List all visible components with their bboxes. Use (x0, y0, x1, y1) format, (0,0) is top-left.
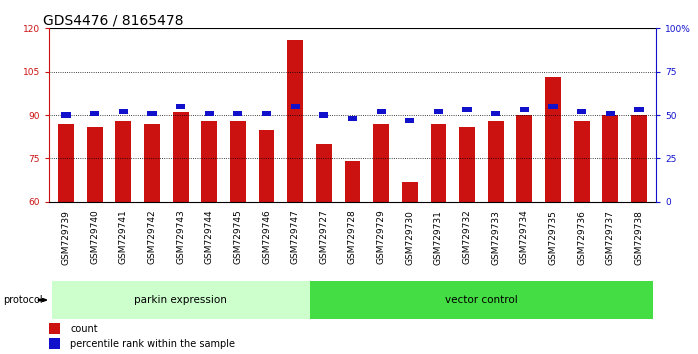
Bar (49, 324, 60, 334)
Bar (402, 182, 417, 202)
Bar (459, 127, 475, 202)
Bar (119, 109, 128, 114)
Bar (49, 338, 60, 349)
Text: GSM729746: GSM729746 (262, 210, 271, 264)
Bar (262, 111, 271, 116)
Bar (431, 124, 446, 202)
Text: GSM729747: GSM729747 (290, 210, 299, 264)
Text: GSM729731: GSM729731 (434, 210, 443, 264)
Text: GSM729730: GSM729730 (406, 210, 415, 264)
Bar (376, 109, 386, 114)
Bar (115, 121, 131, 202)
Text: GSM729739: GSM729739 (61, 210, 70, 264)
Text: vector control: vector control (445, 295, 518, 305)
Text: GSM729740: GSM729740 (90, 210, 99, 264)
Text: GSM729735: GSM729735 (549, 210, 558, 264)
Bar (606, 111, 615, 116)
Bar (90, 111, 99, 116)
Bar (602, 115, 618, 202)
Text: GSM729737: GSM729737 (606, 210, 615, 264)
Text: GSM729745: GSM729745 (233, 210, 242, 264)
Text: GSM729733: GSM729733 (491, 210, 500, 264)
Bar (172, 112, 188, 202)
Text: GSM729727: GSM729727 (320, 210, 328, 264)
Text: parkin expression: parkin expression (134, 295, 227, 305)
Text: GSM729741: GSM729741 (119, 210, 128, 264)
Bar (348, 116, 357, 121)
Bar (233, 111, 242, 116)
Bar (58, 124, 74, 202)
Bar (520, 107, 529, 113)
Text: GSM729742: GSM729742 (147, 210, 156, 264)
Bar (144, 124, 160, 202)
Text: GDS4476 / 8165478: GDS4476 / 8165478 (43, 13, 184, 27)
Bar (549, 104, 558, 109)
Bar (259, 130, 274, 202)
Bar (319, 113, 329, 118)
Text: GSM729744: GSM729744 (205, 210, 214, 264)
Bar (491, 111, 500, 116)
Text: GSM729736: GSM729736 (577, 210, 586, 264)
Bar (631, 115, 647, 202)
Bar (61, 113, 70, 118)
Bar (406, 118, 415, 123)
Bar (147, 111, 156, 116)
Bar (87, 127, 103, 202)
Bar (517, 115, 533, 202)
Text: GSM729732: GSM729732 (463, 210, 472, 264)
Text: GSM729743: GSM729743 (176, 210, 185, 264)
Bar (577, 109, 586, 114)
Bar (205, 111, 214, 116)
Text: GSM729734: GSM729734 (520, 210, 529, 264)
Bar (545, 78, 561, 202)
Bar (345, 161, 360, 202)
Bar (434, 109, 443, 114)
Text: GSM729729: GSM729729 (377, 210, 385, 264)
Bar (574, 121, 590, 202)
Bar (202, 121, 217, 202)
Bar (316, 144, 332, 202)
Bar (288, 40, 303, 202)
Bar (290, 104, 299, 109)
Text: count: count (70, 324, 98, 334)
Bar (373, 124, 389, 202)
Bar (309, 281, 653, 319)
Bar (52, 281, 309, 319)
Text: percentile rank within the sample: percentile rank within the sample (70, 339, 235, 349)
Text: GSM729728: GSM729728 (348, 210, 357, 264)
Text: protocol: protocol (3, 295, 43, 305)
Bar (634, 107, 644, 113)
Text: GSM729738: GSM729738 (634, 210, 644, 264)
Bar (463, 107, 472, 113)
Bar (230, 121, 246, 202)
Bar (488, 121, 503, 202)
Bar (176, 104, 185, 109)
